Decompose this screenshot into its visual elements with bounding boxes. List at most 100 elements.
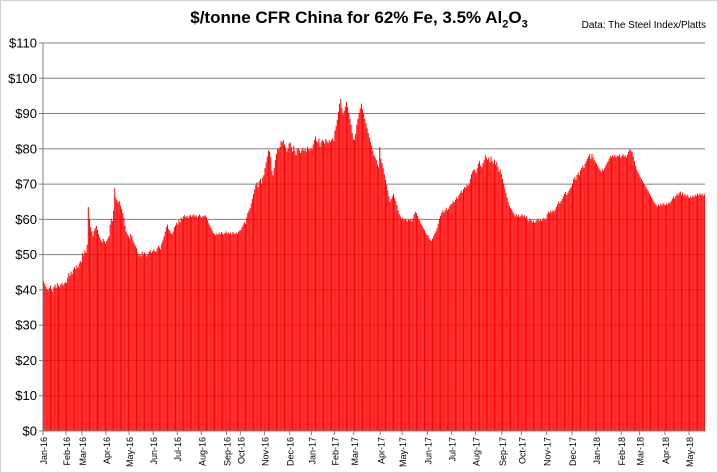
price-bar [272,175,274,431]
price-bar [279,147,281,432]
price-bar [619,154,621,431]
price-bar [512,211,514,431]
price-bar [262,177,264,431]
price-bar [623,156,625,431]
price-bar [319,147,321,432]
price-bar [277,148,279,432]
price-bar [613,156,615,431]
price-bar [309,150,311,432]
price-bar [59,287,61,431]
price-bar [387,190,389,431]
price-bar [367,132,369,431]
price-bar [677,195,679,431]
price-bar [376,164,378,431]
price-bar [193,214,195,431]
price-bar [64,282,66,431]
price-bar [215,235,217,431]
price-bar [233,233,235,431]
price-bar [269,151,271,431]
price-bar [526,216,528,431]
price-bar [114,188,116,431]
price-bar [592,157,594,431]
price-bar [347,107,349,431]
price-bar [284,144,286,431]
price-bar [527,220,529,431]
price-bar [471,174,473,431]
price-bar [49,285,51,431]
price-bar [148,251,150,431]
price-bar [680,195,682,431]
price-bar [482,163,484,431]
price-bar [239,230,241,431]
price-bar [502,178,503,431]
price-bar [92,236,94,431]
price-bar [54,284,56,431]
price-bar [686,194,688,431]
price-bar [675,196,677,431]
price-bar [444,210,446,431]
price-bar [356,124,358,431]
price-bar [537,218,539,431]
price-bar [45,286,47,431]
price-bar [584,163,586,431]
price-bar [375,160,377,432]
price-bar [46,289,48,431]
price-bar [162,240,164,431]
price-bar [497,167,499,431]
price-bar [577,172,579,432]
x-tick-label: Jan-18 [592,437,602,465]
price-bar [483,160,485,432]
price-bar [176,222,178,431]
price-bar [496,162,498,431]
price-bar [422,228,424,431]
price-bar [391,196,393,431]
price-bar [669,203,671,431]
price-bar [249,208,251,431]
price-bar [615,157,617,431]
price-bar [240,229,242,431]
price-bar [160,249,162,431]
price-bar [499,169,501,431]
price-bar [355,134,357,431]
price-bar [77,267,79,431]
price-bar [62,285,64,431]
price-bar [47,290,49,431]
price-bar [152,251,154,431]
price-bar [457,198,459,431]
price-bar [621,155,623,431]
price-bar [88,218,90,431]
price-bar [393,193,394,431]
price-bar [63,283,65,431]
price-bar [685,196,687,431]
price-bar [320,142,322,431]
price-bar [115,197,117,431]
price-bar [656,206,658,431]
price-bar [170,232,172,431]
x-tick-labels: Jan-16 Feb-16 Mar-16 Apr-16 May-16 Jun-16 Jul-… [39,437,695,467]
price-bar [68,272,70,431]
price-bar [195,215,197,431]
price-bar [310,148,312,432]
price-bar [597,165,599,431]
price-bar [219,234,221,431]
price-bar [189,214,191,431]
price-bar [503,183,505,431]
price-bar [236,233,238,431]
price-bar [410,219,412,431]
price-bar [638,174,640,431]
price-bar [133,243,135,431]
price-bar [188,216,190,431]
price-bar [379,147,381,432]
price-bar [241,227,243,431]
price-bar [632,156,634,431]
price-bar [179,222,181,431]
price-bar [661,205,663,431]
price-bar [697,193,699,431]
price-bar [340,98,342,431]
price-bar [136,248,138,431]
price-bar [571,183,573,431]
price-bar [118,201,120,431]
y-tick-label: $40 [15,282,37,297]
price-bar [228,233,230,431]
price-bar [266,156,268,431]
